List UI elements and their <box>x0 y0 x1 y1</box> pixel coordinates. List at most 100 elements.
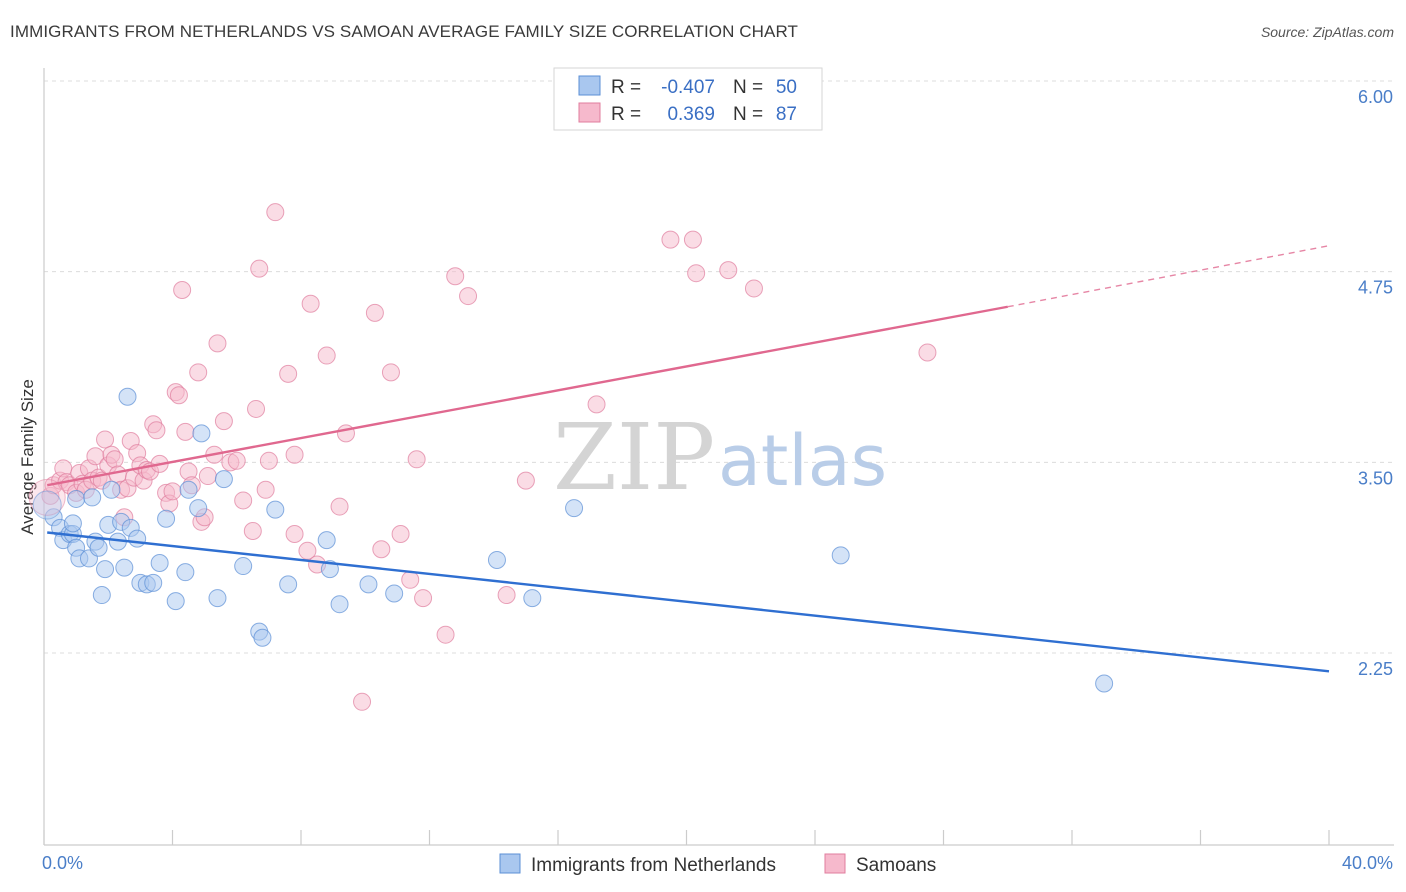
samoans-point <box>381 363 400 382</box>
samoans-trend-extension <box>1007 245 1330 308</box>
netherlands-point <box>208 589 227 608</box>
samoans-point <box>330 497 349 516</box>
samoans-point <box>298 541 317 560</box>
source-label: Source: ZipAtlas.com <box>1260 24 1394 40</box>
x-axis-ticks <box>43 830 1330 845</box>
series-legend-label-samoans: Samoans <box>856 855 936 876</box>
samoans-point <box>285 525 304 544</box>
samoans-point <box>189 363 208 382</box>
y-tick-label: 3.50 <box>1358 468 1393 488</box>
netherlands-point <box>63 514 82 533</box>
samoans-point <box>147 421 166 440</box>
y-axis-label: Average Family Size <box>18 379 37 535</box>
legend-n-label-netherlands: N = <box>733 77 763 98</box>
netherlands-trend-line <box>47 531 1330 673</box>
data-points <box>28 203 1114 711</box>
netherlands-point <box>359 575 378 594</box>
samoans-point <box>459 287 478 306</box>
samoans-point <box>516 471 535 490</box>
samoans-point <box>250 259 269 278</box>
samoans-point <box>407 450 426 469</box>
samoans-point <box>163 482 182 501</box>
samoans-point <box>169 386 188 405</box>
samoans-point <box>259 451 278 470</box>
netherlands-point <box>192 424 211 443</box>
legend-r-value-netherlands: -0.407 <box>661 77 715 98</box>
netherlands-point <box>157 509 176 528</box>
netherlands-point <box>83 488 102 507</box>
y-tick-label: 4.75 <box>1358 278 1393 298</box>
legend-swatch-netherlands <box>578 75 601 96</box>
samoans-point <box>256 480 275 499</box>
samoans-point <box>96 430 115 449</box>
samoans-point <box>719 261 738 280</box>
samoans-point <box>279 364 298 383</box>
netherlands-point <box>253 628 272 647</box>
samoans-point <box>744 279 763 298</box>
samoans-point <box>414 589 433 608</box>
samoans-point <box>301 294 320 313</box>
legend-r-label-netherlands: R = <box>611 77 641 98</box>
netherlands-point <box>144 573 163 592</box>
watermark-zip: ZIP <box>553 404 715 511</box>
legend-n-value-samoans: 87 <box>776 104 797 125</box>
series-legend-swatch-samoans <box>824 853 846 874</box>
samoans-point <box>266 203 285 222</box>
samoans-point <box>401 570 420 589</box>
samoans-point <box>365 303 384 322</box>
netherlands-point <box>279 575 298 594</box>
netherlands-cluster-point <box>32 490 62 520</box>
netherlands-point <box>831 546 850 565</box>
trend-lines <box>46 245 1330 673</box>
samoans-point <box>687 264 706 283</box>
samoans-point <box>497 586 516 605</box>
y-tick-label: 6.00 <box>1358 87 1393 107</box>
samoans-point <box>243 521 262 540</box>
samoans-point <box>372 540 391 559</box>
netherlands-point <box>189 499 208 518</box>
netherlands-point <box>92 586 111 605</box>
netherlands-point <box>176 563 195 582</box>
samoans-point <box>683 230 702 249</box>
netherlands-point <box>487 550 506 569</box>
netherlands-point <box>115 558 134 577</box>
chart-title: IMMIGRANTS FROM NETHERLANDS VS SAMOAN AV… <box>10 22 799 41</box>
samoans-point <box>587 395 606 414</box>
watermark-atlas: atlas <box>718 420 887 502</box>
netherlands-point <box>166 592 185 611</box>
netherlands-point <box>320 560 339 579</box>
netherlands-point <box>523 589 542 608</box>
netherlands-point <box>1095 674 1114 693</box>
netherlands-point <box>317 531 336 550</box>
netherlands-point <box>234 557 253 576</box>
netherlands-point <box>150 554 169 573</box>
legend-r-label-samoans: R = <box>611 104 641 125</box>
samoans-point <box>391 525 410 544</box>
x-tick-label-min: 0.0% <box>42 853 83 873</box>
legend-n-label-samoans: N = <box>733 104 763 125</box>
samoans-point <box>214 412 233 431</box>
samoans-trend-line <box>46 305 1008 487</box>
samoans-point <box>317 346 336 365</box>
netherlands-point <box>330 595 349 614</box>
legend-swatch-samoans <box>578 102 601 123</box>
netherlands-point <box>214 470 233 489</box>
netherlands-point <box>565 499 584 518</box>
netherlands-point <box>385 584 404 603</box>
y-tick-label: 2.25 <box>1358 659 1393 679</box>
series-legend: Immigrants from Netherlands Samoans <box>499 853 936 876</box>
samoans-point <box>227 451 246 470</box>
netherlands-point <box>67 489 86 508</box>
samoans-point <box>198 467 217 486</box>
samoans-point <box>208 334 227 353</box>
netherlands-point <box>118 387 137 406</box>
netherlands-point <box>266 500 285 519</box>
netherlands-point <box>96 560 115 579</box>
netherlands-point <box>102 480 121 499</box>
samoans-point <box>446 267 465 286</box>
samoans-point <box>247 399 266 418</box>
legend-r-value-samoans: 0.369 <box>667 104 715 125</box>
series-legend-label-netherlands: Immigrants from Netherlands <box>531 855 776 876</box>
samoans-point <box>353 692 372 711</box>
